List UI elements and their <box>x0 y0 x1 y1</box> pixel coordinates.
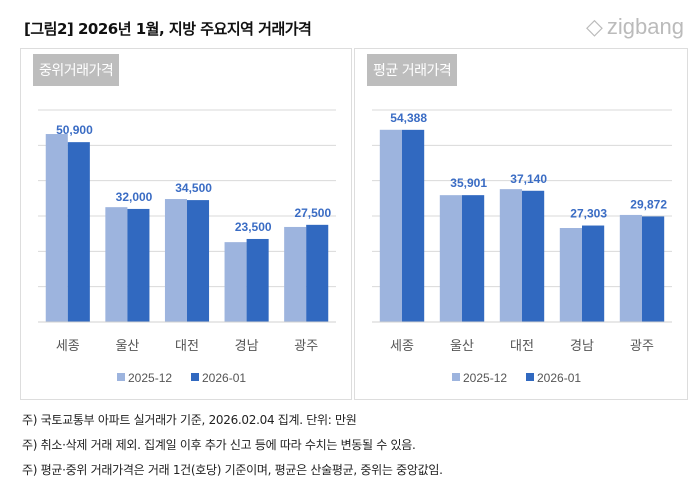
data-label: 37,140 <box>510 172 547 186</box>
data-label: 34,500 <box>175 181 212 195</box>
x-tick-label: 세종 <box>56 339 80 354</box>
legend-label: 2025-12 <box>128 371 172 385</box>
legend-label: 2026-01 <box>537 371 581 385</box>
x-tick-label: 경남 <box>235 339 259 354</box>
bar-2026-01 <box>246 238 269 322</box>
chart-svg: 54,388 세종 35,901 울산 37,140 대전 27,303 경남 29,872 광주… <box>372 109 672 385</box>
x-tick-label: 광주 <box>630 339 654 354</box>
data-label: 27,500 <box>294 206 331 220</box>
chart-title: 평균 거래가격 <box>367 54 458 86</box>
bar-2026-01 <box>642 216 665 322</box>
x-tick-label: 경남 <box>570 339 594 354</box>
average-price-chart: 평균 거래가격 54,388 세종 35,901 울산 37,140 대전 27,303 경남… <box>354 48 688 400</box>
bar-2026-01 <box>187 200 210 322</box>
bar-2025-12 <box>284 226 307 322</box>
bar-2026-01 <box>67 142 90 322</box>
footnote: 주) 평균·중위 거래가격은 거래 1건(호당) 기준이며, 평균은 산술평균,… <box>22 463 443 477</box>
bar-2026-01 <box>402 129 425 322</box>
data-label: 32,000 <box>116 190 153 204</box>
bar-2026-01 <box>582 225 605 322</box>
bar-2025-12 <box>439 195 462 322</box>
figure-title: [그림2] 2026년 1월, 지방 주요지역 거래가격 <box>24 20 312 38</box>
bar-2025-12 <box>224 242 247 322</box>
data-label: 54,388 <box>390 111 427 125</box>
legend-swatch <box>117 373 125 381</box>
data-label: 35,901 <box>450 176 487 190</box>
legend-label: 2026-01 <box>202 371 246 385</box>
bar-2026-01 <box>306 224 329 322</box>
bar-2026-01 <box>522 190 545 322</box>
x-tick-label: 울산 <box>450 339 474 354</box>
chart-svg: 50,900 세종 32,000 울산 34,500 대전 23,500 경남 27,500 광주… <box>38 109 336 385</box>
legend-label: 2025-12 <box>463 371 507 385</box>
median-price-chart: 중위거래가격 50,900 세종 32,000 울산 34,500 대전 23,500 경남 2… <box>20 48 352 400</box>
bar-2025-12 <box>559 228 582 322</box>
legend-swatch <box>452 373 460 381</box>
logo-icon: ◇ <box>586 14 603 39</box>
x-tick-label: 세종 <box>390 339 414 354</box>
bar-2025-12 <box>619 214 642 322</box>
data-label: 23,500 <box>235 220 272 234</box>
bar-2025-12 <box>499 189 522 322</box>
x-tick-label: 광주 <box>294 339 318 354</box>
bar-2025-12 <box>105 207 128 322</box>
data-label: 50,900 <box>56 123 93 137</box>
bar-2025-12 <box>45 134 68 322</box>
x-tick-label: 울산 <box>115 339 139 354</box>
bar-2025-12 <box>379 129 402 322</box>
footnotes: 주) 국토교통부 아파트 실거래가 기준, 2026.02.04 집계. 단위:… <box>22 408 443 483</box>
zigbang-logo: ◇ zigbang <box>586 14 684 39</box>
footnote: 주) 취소·삭제 거래 제외. 집계일 이후 추가 신고 등에 따라 수치는 변… <box>22 438 416 452</box>
x-tick-label: 대전 <box>510 339 534 354</box>
chart-title: 중위거래가격 <box>33 54 120 86</box>
bar-2025-12 <box>164 199 187 322</box>
legend-swatch <box>191 373 199 381</box>
x-tick-label: 대전 <box>175 339 199 354</box>
data-label: 29,872 <box>630 197 667 211</box>
footnote: 주) 국토교통부 아파트 실거래가 기준, 2026.02.04 집계. 단위:… <box>22 413 357 427</box>
bar-2026-01 <box>127 208 150 322</box>
bar-2026-01 <box>462 195 485 322</box>
data-label: 27,303 <box>570 207 607 221</box>
legend-swatch <box>526 373 534 381</box>
